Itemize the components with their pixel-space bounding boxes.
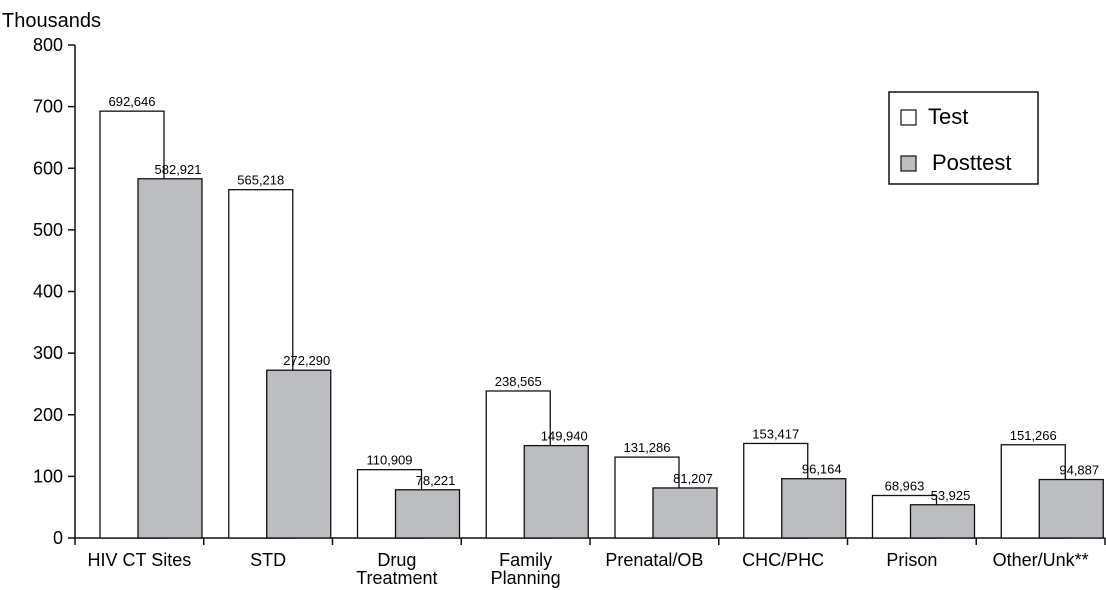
data-label-test: 238,565	[495, 374, 542, 389]
y-tick-label: 500	[33, 220, 63, 240]
legend: Test Posttest	[888, 91, 1039, 185]
data-label-test: 153,417	[752, 426, 799, 441]
y-tick-label: 0	[53, 528, 63, 548]
x-tick-label: Other/Unk**	[993, 550, 1089, 570]
bar-posttest	[909, 504, 976, 539]
data-label-test: 692,646	[109, 94, 156, 109]
x-tick-label: STD	[250, 550, 286, 570]
data-label-posttest: 272,290	[283, 353, 330, 368]
x-tick-label: HIV CT Sites	[88, 550, 192, 570]
data-label-posttest: 582,921	[155, 162, 202, 177]
bar-posttest	[1038, 478, 1104, 539]
x-tick-label: Prison	[886, 550, 937, 570]
y-tick-label: 100	[33, 466, 63, 486]
y-tick-label: 700	[33, 97, 63, 117]
x-tick-label: Drug Treatment	[356, 550, 437, 588]
data-label-test: 68,963	[885, 479, 925, 494]
legend-swatch-posttest	[900, 155, 917, 172]
x-tick-label: Prenatal/OB	[605, 550, 703, 570]
bar-posttest	[781, 478, 847, 539]
bar-posttest	[137, 178, 203, 539]
data-label-posttest: 94,887	[1059, 463, 1099, 478]
bars: 692,646 582,921 565,218 272,290 110,909 78,22…	[99, 94, 1104, 539]
x-tick-label: Family Planning	[491, 550, 561, 588]
y-tick-label: 200	[33, 405, 63, 425]
y-tick-label: 400	[33, 282, 63, 302]
data-label-posttest: 96,164	[802, 462, 842, 477]
data-label-posttest: 149,940	[541, 429, 588, 444]
y-axis: 0 100 200 300 400 500 600 700 800	[33, 35, 76, 548]
legend-label-test: Test	[928, 104, 968, 129]
y-tick-label: 300	[33, 343, 63, 363]
bar-posttest	[523, 444, 589, 539]
x-tick-label: CHC/PHC	[742, 550, 824, 570]
bar-posttest	[652, 487, 718, 539]
legend-label-posttest: Posttest	[932, 150, 1011, 175]
legend-swatch-test	[900, 109, 917, 126]
data-label-posttest: 53,925	[931, 488, 971, 503]
bar-posttest	[266, 369, 332, 539]
y-axis-unit-label: Thousands	[2, 10, 101, 32]
y-tick-label: 800	[33, 35, 63, 55]
x-axis: HIV CT Sites STD Drug Treatment Family Planni…	[74, 537, 1106, 588]
bar-posttest	[394, 489, 461, 539]
data-label-test: 565,218	[237, 173, 284, 188]
y-tick-label: 600	[33, 158, 63, 178]
data-label-test: 110,909	[366, 453, 412, 468]
data-label-posttest: 81,207	[673, 471, 713, 486]
data-label-test: 151,266	[1010, 428, 1057, 443]
data-label-posttest: 78,221	[416, 473, 456, 488]
data-label-test: 131,286	[624, 440, 671, 455]
